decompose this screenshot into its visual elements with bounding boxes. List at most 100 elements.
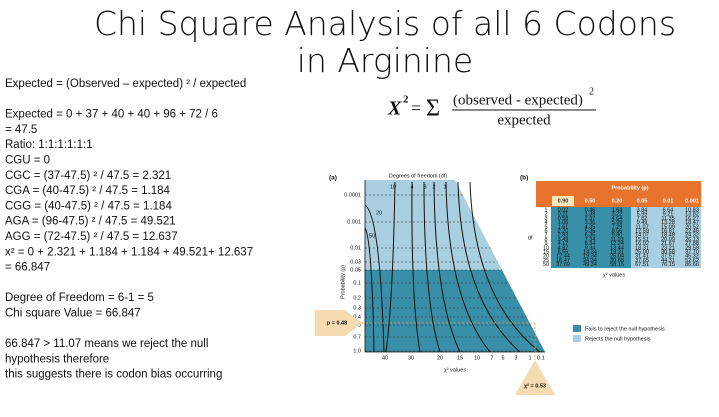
cell: 3 [544,216,547,222]
cell: 6.64 [663,207,674,213]
cell: 7.34 [585,237,596,243]
cell: 49.34 [583,262,597,268]
cell: 27.88 [685,241,699,247]
formula-eq: = [411,98,421,118]
panel-label: (b) [520,175,528,182]
cell: 15 [543,249,549,255]
cell: 0.58 [558,216,569,222]
df-curve [423,181,441,353]
cell: 7.29 [612,224,623,230]
y-tick-label: 0.01 [350,245,361,251]
body-line: CGA = (40-47.5) ² / 47.5 = 1.184 [5,185,171,197]
y-tick-label: 1.0 [353,348,361,354]
cell: 44.31 [661,258,675,264]
cell: 16.92 [635,241,649,247]
cell: 8.56 [612,228,623,234]
highlight [552,196,574,206]
cell: 2 [544,212,547,218]
cell: 1 [544,207,547,213]
cell: 16.27 [685,216,699,222]
body-line: AGA = (96-47.5) ² / 47.5 = 49.521 [5,216,176,228]
cell: 0.02 [558,207,569,213]
cell: 21.67 [661,241,675,247]
cell: 1.06 [558,220,569,226]
cell: 5.99 [637,212,648,218]
df-label: 1 [443,184,446,190]
cell: 2.83 [558,233,569,239]
cell: 24.34 [583,258,597,264]
x-tick-label: 1 [528,355,531,361]
cell: 37.70 [685,249,699,255]
cell: 6 [544,228,547,234]
cell: 22.46 [685,228,699,234]
cell: 9.80 [612,233,623,239]
header: Probability (p) [612,185,649,191]
cell: 67.51 [635,262,649,268]
cell: 8.55 [558,249,569,255]
x-axis-label: χ² values [444,367,466,373]
body-line: CGG = (40-47.5) ² / 47.5 = 1.184 [5,200,172,212]
cell: 7 [544,233,547,239]
reject-region [365,180,502,270]
cell: 8.34 [585,241,596,247]
cell: 14.07 [635,233,649,239]
df-label: 50 [369,233,375,239]
cell: 3.49 [558,237,569,243]
y-axis-label: Probability (p) [340,265,346,299]
fail-region [365,270,545,352]
cell: 29.59 [685,245,699,251]
cell: 12.44 [556,254,570,260]
cell: 13.82 [685,212,699,218]
cell: 4.87 [558,245,569,251]
cell: 0.21 [558,212,569,218]
cell: 5 [544,224,547,230]
cell: 5.99 [612,220,623,226]
df-curve [385,181,396,353]
formula-num-exp: 2 [589,86,594,97]
y-tick-label: 0.1 [353,280,361,286]
cell: 52.62 [685,258,699,264]
cell: 14.34 [583,249,597,255]
chi-callout [515,360,555,395]
body-reject [631,207,701,268]
cell: 19.34 [583,254,597,260]
cell: 9 [544,241,547,247]
cell: 1.39 [585,212,596,218]
x-tick-label: 15 [457,355,463,361]
x-tick-label: 40 [382,355,388,361]
col-head: 0.50 [585,198,596,204]
cell: 16.47 [556,258,570,264]
cell: 3.22 [612,212,623,218]
formula-sigma: Σ [426,96,440,122]
cell: 76.15 [661,262,675,268]
x-tick-label: 30 [408,355,414,361]
cell: 58.16 [610,262,624,268]
body-line: = 47.5 [5,124,37,136]
x-tick-label: 20 [437,355,443,361]
p-callout-text: p = 0.48 [327,320,347,326]
cell: 5.35 [585,228,596,234]
cell: 37.65 [635,258,649,264]
cell: 25 [543,258,549,264]
formula-lhs: X [387,98,402,120]
body-line: this suggests there is codon bias occurr… [5,369,222,381]
cell: 15.51 [635,237,649,243]
df-curve [411,181,421,353]
x-tick-label: 10 [474,355,480,361]
cell: 11.03 [610,237,623,243]
cell: 20 [543,254,549,260]
col-head: 0.01 [663,198,674,204]
cell: 30.58 [661,249,675,255]
cell: 25.04 [610,254,624,260]
cell: 11.07 [635,224,648,230]
y-tick-label: 0.4 [353,314,361,320]
y-tick-label: 0.3 [353,305,361,311]
cell: 19.31 [610,249,624,255]
x-label: χ² values [603,272,625,278]
cell: 0.46 [585,207,596,213]
cell: 24.32 [685,233,699,239]
cell: 50 [543,262,549,268]
x-tick-label: 0.1 [537,355,545,361]
legend-swatch [573,325,581,332]
